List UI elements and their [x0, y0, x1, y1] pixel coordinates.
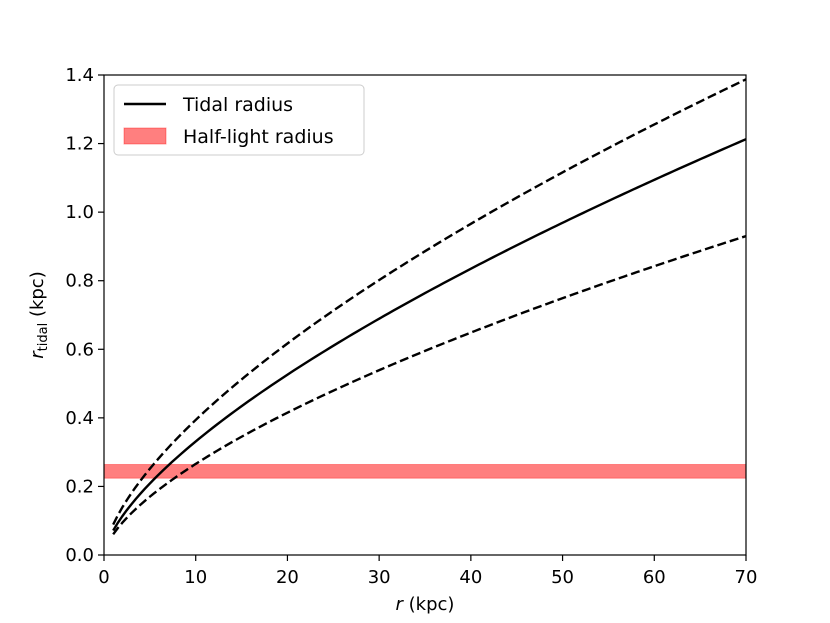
x-tick-label: 10: [184, 567, 207, 588]
x-tick-label: 60: [643, 567, 666, 588]
half-light-band: [103, 463, 747, 479]
y-axis-label-var: r: [27, 350, 48, 359]
legend-patch-swatch: [123, 127, 167, 145]
legend-label: Half-light radius: [183, 126, 334, 148]
legend-label: Tidal radius: [182, 94, 293, 116]
x-tick-label: 20: [276, 567, 299, 588]
axes-frame: [103, 74, 747, 556]
y-axis-label-subscript: tidal: [36, 323, 51, 352]
x-axis-label-var: r: [396, 594, 405, 615]
legend-box: [113, 84, 365, 156]
x-tick-label: 30: [368, 567, 391, 588]
y-tick-label: 1.4: [65, 65, 94, 86]
lower-bound-dashed-line: [112, 234, 746, 536]
x-tick-label: 40: [459, 567, 482, 588]
y-tick-label: 0.8: [65, 271, 94, 292]
y-tick-label: 1.0: [65, 202, 94, 223]
legend: Tidal radius Half-light radius: [113, 84, 365, 156]
y-tick-label: 0.6: [65, 339, 94, 360]
y-tick-label: 0.2: [65, 476, 94, 497]
x-axis-label: r (kpc): [396, 594, 455, 615]
upper-bound-dashed-line: [112, 78, 746, 526]
y-axis-label-unit: (kpc): [27, 271, 48, 323]
x-tick-label: 50: [551, 567, 574, 588]
x-axis-label-unit: (kpc): [403, 594, 455, 615]
tidal-radius-line: [112, 138, 746, 532]
axes: 0 10 20 30 40 50 60 70 0.0 0.2 0.4 0.6 0.8 1.0 1.2 1.4 r…: [27, 65, 757, 615]
y-axis-label: rtidal (kpc): [27, 271, 51, 358]
x-tick-label: 70: [735, 567, 758, 588]
y-tick-label: 0.4: [65, 408, 94, 429]
x-tick-label: 0: [98, 567, 109, 588]
y-tick-label: 0.0: [65, 545, 94, 566]
y-tick-label: 1.2: [65, 134, 94, 155]
